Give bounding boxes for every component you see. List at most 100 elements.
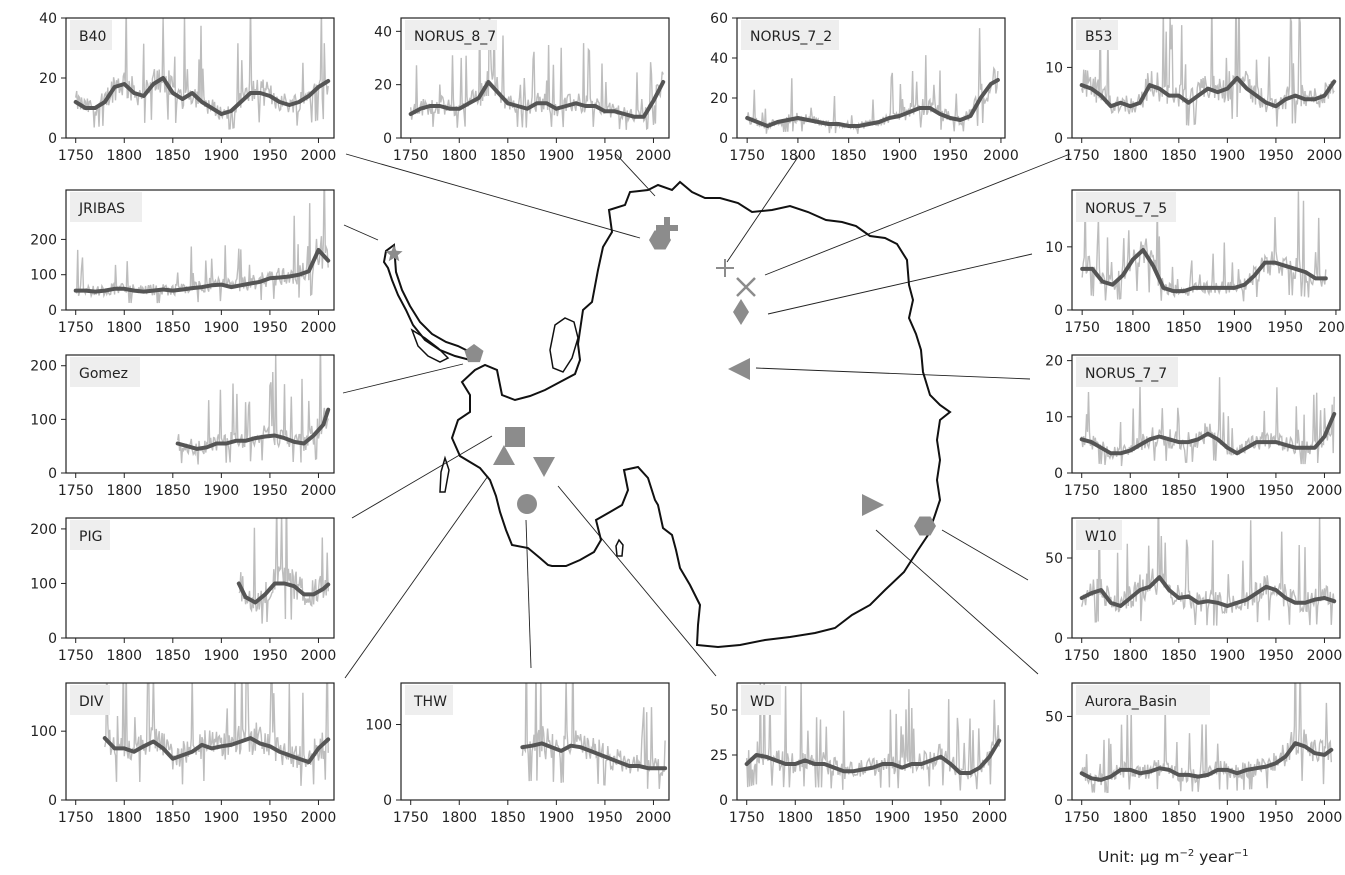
x-tick-label-Gomez-1800: 1800 bbox=[106, 483, 142, 499]
smoothed-series-Gomez bbox=[175, 407, 331, 451]
chart-panel-DIV: DIV 1750 1800 1850 1900 1950 2000 0 100 bbox=[30, 682, 336, 826]
site-label-bg-NORUS_7_5 bbox=[1076, 192, 1176, 222]
plot-frame-DIV bbox=[65, 682, 335, 801]
connector-line-DIV bbox=[344, 475, 489, 679]
x-tick-label-Gomez-1900: 1900 bbox=[204, 483, 240, 499]
x-tick-label-WD-1750: 1750 bbox=[729, 810, 765, 826]
x-tick-label-JRIBAS-1750: 1750 bbox=[58, 320, 94, 336]
connector-line-NORUS_7_7 bbox=[755, 367, 1031, 380]
y-tick-label-Aurora_Basin-0: 0 bbox=[1054, 793, 1063, 809]
site-marker-W10 bbox=[914, 516, 936, 536]
site-label-text-NORUS_7_5: NORUS_7_5 bbox=[1085, 201, 1167, 217]
smoothed-series-W10 bbox=[1079, 575, 1337, 608]
y-tick-label-Gomez-0: 0 bbox=[48, 466, 57, 482]
x-tick-label-W10-2000: 2000 bbox=[1307, 648, 1343, 664]
x-tick-label-NORUS_8_7-1800: 1800 bbox=[441, 148, 477, 164]
y-tick-label-WD-25: 25 bbox=[710, 748, 728, 764]
site-label-PIG: PIG bbox=[70, 520, 110, 550]
y-tick-label-NORUS_7_7-0: 0 bbox=[1054, 466, 1063, 482]
x-tick-label-B40-2000: 2000 bbox=[301, 148, 337, 164]
raw-series-WD bbox=[746, 683, 1000, 791]
x-tick-label-Aurora_Basin-1750: 1750 bbox=[1064, 810, 1100, 826]
site-label-bg-PIG bbox=[70, 520, 110, 550]
chart-panel-B53: B53 1750 1800 1850 1900 1950 2000 0 10 bbox=[1045, 17, 1343, 164]
site-label-bg-Gomez bbox=[70, 357, 140, 387]
x-tick-label-JRIBAS-1800: 1800 bbox=[106, 320, 142, 336]
raw-series-NORUS_7_7 bbox=[1081, 377, 1335, 467]
x-tick-label-W10-1750: 1750 bbox=[1064, 648, 1100, 664]
y-tick-label-B40-20: 20 bbox=[39, 71, 57, 87]
plot-frame-NORUS_8_7 bbox=[400, 17, 670, 139]
site-label-text-THW: THW bbox=[413, 694, 447, 710]
x-tick-label-NORUS_7_2-2000: 2000 bbox=[983, 148, 1019, 164]
y-tick-label-DIV-0: 0 bbox=[48, 793, 57, 809]
y-tick-label-B53-10: 10 bbox=[1045, 60, 1063, 76]
site-label-THW: THW bbox=[405, 685, 453, 715]
connector-line-Aurora_Basin bbox=[875, 529, 1039, 675]
x-tick-label-WD-1950: 1950 bbox=[923, 810, 959, 826]
x-tick-label-JRIBAS-2000: 2000 bbox=[301, 320, 337, 336]
site-marker-WD bbox=[533, 457, 555, 477]
smoothed-series-NORUS_8_7 bbox=[408, 80, 666, 119]
x-tick-label-JRIBAS-1850: 1850 bbox=[155, 320, 191, 336]
x-tick-label-NORUS_7_7-1900: 1900 bbox=[1210, 483, 1246, 499]
chart-panel-THW: THW 1750 1800 1850 1900 1950 2000 0 100 bbox=[365, 682, 671, 826]
x-tick-label-WD-1900: 1900 bbox=[875, 810, 911, 826]
raw-series-NORUS_7_5 bbox=[1081, 191, 1327, 302]
y-tick-label-B40-0: 0 bbox=[48, 131, 57, 147]
connector-line-WD bbox=[557, 485, 717, 677]
x-tick-label-B40-1750: 1750 bbox=[58, 148, 94, 164]
y-tick-label-WD-0: 0 bbox=[719, 793, 728, 809]
plot-frame-Aurora_Basin bbox=[1071, 682, 1341, 801]
site-marker-Aurora_Basin bbox=[862, 494, 884, 516]
smoothed-series-Aurora_Basin bbox=[1079, 741, 1334, 782]
site-label-bg-THW bbox=[405, 685, 453, 715]
site-label-text-B40: B40 bbox=[79, 29, 106, 45]
site-label-B40: B40 bbox=[70, 20, 112, 50]
raw-series-NORUS_7_2 bbox=[746, 28, 999, 134]
x-tick-label-NORUS_7_5-1900: 1900 bbox=[1217, 320, 1253, 336]
connector-line-B53 bbox=[764, 153, 1071, 276]
x-tick-label-Aurora_Basin-1900: 1900 bbox=[1210, 810, 1246, 826]
site-label-DIV: DIV bbox=[70, 685, 110, 715]
site-label-text-NORUS_7_2: NORUS_7_2 bbox=[750, 29, 832, 45]
y-tick-label-JRIBAS-0: 0 bbox=[48, 303, 57, 319]
site-label-bg-Aurora_Basin bbox=[1076, 685, 1210, 715]
site-label-bg-DIV bbox=[70, 685, 110, 715]
coastline-island-roosevelt bbox=[615, 538, 624, 557]
site-label-NORUS_7_5: NORUS_7_5 bbox=[1076, 192, 1176, 222]
site-label-Gomez: Gomez bbox=[70, 357, 140, 387]
site-label-NORUS_8_7: NORUS_8_7 bbox=[405, 20, 497, 50]
site-label-text-DIV: DIV bbox=[79, 694, 104, 710]
y-tick-label-W10-50: 50 bbox=[1045, 551, 1063, 567]
x-tick-label-B53-1900: 1900 bbox=[1210, 148, 1246, 164]
y-tick-label-NORUS_7_2-40: 40 bbox=[710, 51, 728, 67]
chart-panel-JRIBAS: JRIBAS 1750 1800 1850 1900 1950 2000 0 100 200 bbox=[30, 189, 337, 336]
y-tick-label-Gomez-200: 200 bbox=[30, 359, 57, 375]
x-tick-label-PIG-1800: 1800 bbox=[106, 648, 142, 664]
chart-panel-Gomez: Gomez 1750 1800 1850 1900 1950 2000 0 100 200 bbox=[30, 354, 336, 499]
site-label-WD: WD bbox=[741, 685, 781, 715]
coastline-mainland bbox=[450, 180, 952, 649]
site-marker-NORUS_7_2 bbox=[716, 259, 734, 277]
x-tick-label-DIV-1750: 1750 bbox=[58, 810, 94, 826]
chart-panel-WD: WD 1750 1800 1850 1900 1950 2000 0 25 50 bbox=[710, 682, 1007, 826]
site-label-NORUS_7_2: NORUS_7_2 bbox=[741, 20, 839, 50]
x-tick-label-PIG-1750: 1750 bbox=[58, 648, 94, 664]
y-tick-label-DIV-100: 100 bbox=[30, 724, 57, 740]
smoothed-series-B40 bbox=[73, 76, 331, 116]
site-label-text-Aurora_Basin: Aurora_Basin bbox=[1085, 694, 1177, 710]
coastline-island-berkner bbox=[549, 317, 579, 373]
antarctica-map bbox=[382, 180, 952, 649]
x-tick-label-NORUS_7_7-1950: 1950 bbox=[1258, 483, 1294, 499]
x-tick-label-Aurora_Basin-1800: 1800 bbox=[1112, 810, 1148, 826]
y-tick-label-PIG-200: 200 bbox=[30, 522, 57, 538]
y-tick-label-NORUS_8_7-40: 40 bbox=[374, 24, 392, 40]
x-tick-label-THW-1750: 1750 bbox=[393, 810, 429, 826]
x-tick-label-THW-1900: 1900 bbox=[539, 810, 575, 826]
y-tick-label-NORUS_7_7-10: 10 bbox=[1045, 410, 1063, 426]
x-tick-label-NORUS_7_7-1750: 1750 bbox=[1064, 483, 1100, 499]
x-tick-label-NORUS_7_2-1900: 1900 bbox=[882, 148, 918, 164]
x-tick-label-B53-2000: 2000 bbox=[1307, 148, 1343, 164]
x-tick-label-B40-1850: 1850 bbox=[155, 148, 191, 164]
